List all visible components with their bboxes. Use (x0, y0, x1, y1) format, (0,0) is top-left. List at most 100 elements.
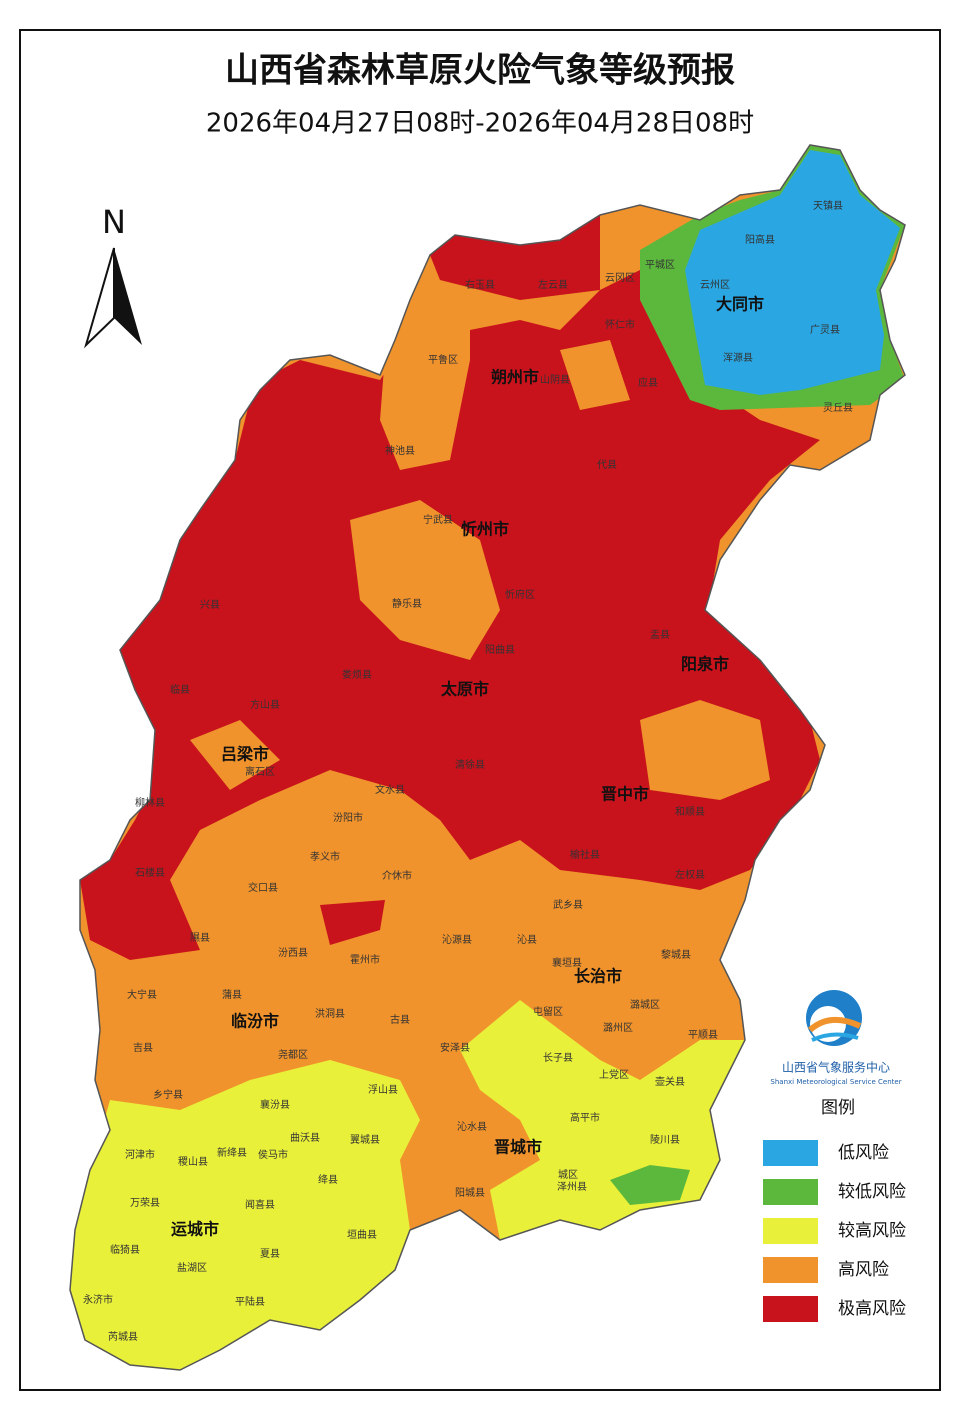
county-label: 左云县 (538, 278, 568, 291)
county-label: 黎城县 (661, 948, 691, 961)
county-label: 离石区 (245, 765, 275, 778)
county-label: 万荣县 (130, 1197, 160, 1209)
county-label: 阳高县 (745, 233, 775, 246)
county-label: 盂县 (650, 629, 670, 641)
title: 山西省森林草原火险气象等级预报 (225, 51, 735, 91)
county-label: 天镇县 (813, 199, 843, 212)
county-label: 临县 (170, 683, 190, 696)
county-label: 清徐县 (455, 758, 485, 771)
county-label: 云州区 (700, 279, 730, 291)
county-label: 绛县 (318, 1173, 338, 1186)
city-label: 长治市 (574, 967, 622, 986)
county-label: 广灵县 (810, 324, 840, 336)
subtitle: 2026年04月27日08时-2026年04月28日08时 (206, 109, 754, 139)
county-label: 沁县 (517, 934, 537, 946)
county-label: 平鲁区 (428, 353, 458, 366)
county-label: 垣曲县 (347, 1229, 377, 1241)
county-label: 侯马市 (258, 1148, 288, 1161)
city-label: 吕梁市 (221, 745, 269, 764)
legend-label: 低风险 (838, 1143, 889, 1163)
north-arrow (84, 247, 142, 349)
county-label: 介休市 (382, 869, 412, 882)
county-label: 云冈区 (605, 272, 635, 284)
county-label: 沁源县 (442, 933, 472, 946)
county-label: 上党区 (599, 1068, 629, 1081)
risk-area (560, 340, 630, 410)
county-label: 盐湖区 (177, 1261, 207, 1274)
risk-area (610, 1165, 690, 1205)
county-label: 曲沃县 (290, 1132, 320, 1144)
county-label: 安泽县 (440, 1041, 470, 1054)
county-label: 方山县 (250, 698, 280, 711)
county-label: 孝义市 (310, 850, 340, 863)
county-label: 古县 (390, 1013, 410, 1026)
city-label: 运城市 (171, 1220, 219, 1239)
county-label: 应县 (638, 376, 658, 389)
county-label: 代县 (597, 459, 617, 471)
county-label: 蒲县 (222, 988, 242, 1001)
county-label: 静乐县 (392, 597, 422, 610)
county-label: 右玉县 (465, 278, 495, 291)
county-label: 平顺县 (688, 1029, 718, 1041)
city-label: 临汾市 (231, 1012, 279, 1031)
legend-label: 高风险 (838, 1260, 889, 1280)
logo-name: 山西省气象服务中心 (782, 1060, 890, 1075)
legend-swatch (763, 1296, 818, 1322)
county-label: 夏县 (260, 1248, 280, 1260)
county-label: 临猗县 (110, 1243, 140, 1256)
county-label: 平陆县 (235, 1295, 265, 1308)
risk-area (380, 290, 470, 470)
legend-label: 较低风险 (838, 1182, 906, 1202)
county-label: 洪洞县 (315, 1008, 345, 1020)
county-label: 娄烦县 (342, 668, 372, 681)
county-label: 兴县 (200, 599, 220, 611)
city-label: 太原市 (440, 680, 489, 699)
logo-name-en: Shanxi Meteorological Service Center (770, 1078, 901, 1086)
county-label: 稷山县 (178, 1156, 208, 1168)
city-label: 晋城市 (494, 1138, 542, 1157)
city-label: 大同市 (716, 295, 764, 314)
county-label: 阳曲县 (485, 644, 515, 656)
county-label: 宁武县 (423, 513, 453, 526)
county-label: 泽州县 (557, 1181, 587, 1193)
county-label: 汾阳市 (333, 811, 363, 824)
county-label: 芮城县 (108, 1330, 138, 1343)
county-label: 乡宁县 (153, 1088, 183, 1101)
county-label: 交口县 (248, 881, 278, 894)
risk-area (350, 500, 500, 660)
county-label: 阳城县 (455, 1187, 485, 1199)
county-label: 陵川县 (650, 1134, 680, 1146)
county-label: 沁水县 (457, 1121, 487, 1133)
county-label: 汾西县 (278, 947, 308, 959)
county-label: 和顺县 (675, 806, 705, 818)
county-label: 壶关县 (655, 1075, 685, 1088)
county-label: 文水县 (375, 783, 405, 796)
county-label: 神池县 (385, 444, 415, 457)
risk-area (640, 700, 770, 800)
county-label: 怀仁市 (605, 318, 635, 331)
county-label: 柳林县 (135, 796, 165, 809)
legend-swatch (763, 1257, 818, 1283)
county-label: 浮山县 (368, 1084, 398, 1096)
county-label: 浑源县 (723, 351, 753, 364)
county-label: 霍州市 (350, 953, 380, 966)
county-label: 平城区 (645, 259, 675, 271)
legend-swatch (763, 1140, 818, 1166)
county-label: 城区 (558, 1169, 578, 1181)
county-label: 河津市 (125, 1148, 155, 1161)
city-label: 晋中市 (601, 785, 649, 804)
county-label: 新绛县 (217, 1146, 247, 1159)
county-label: 山阴县 (540, 374, 570, 386)
legend-swatch (763, 1179, 818, 1205)
city-label: 朔州市 (491, 368, 539, 387)
county-label: 武乡县 (553, 898, 583, 911)
county-label: 翼城县 (350, 1134, 380, 1146)
risk-area (320, 900, 385, 945)
legend-label: 较高风险 (838, 1221, 906, 1241)
risk-area (685, 150, 900, 395)
county-label: 忻府区 (505, 588, 535, 601)
county-label: 屯留区 (533, 1005, 563, 1018)
